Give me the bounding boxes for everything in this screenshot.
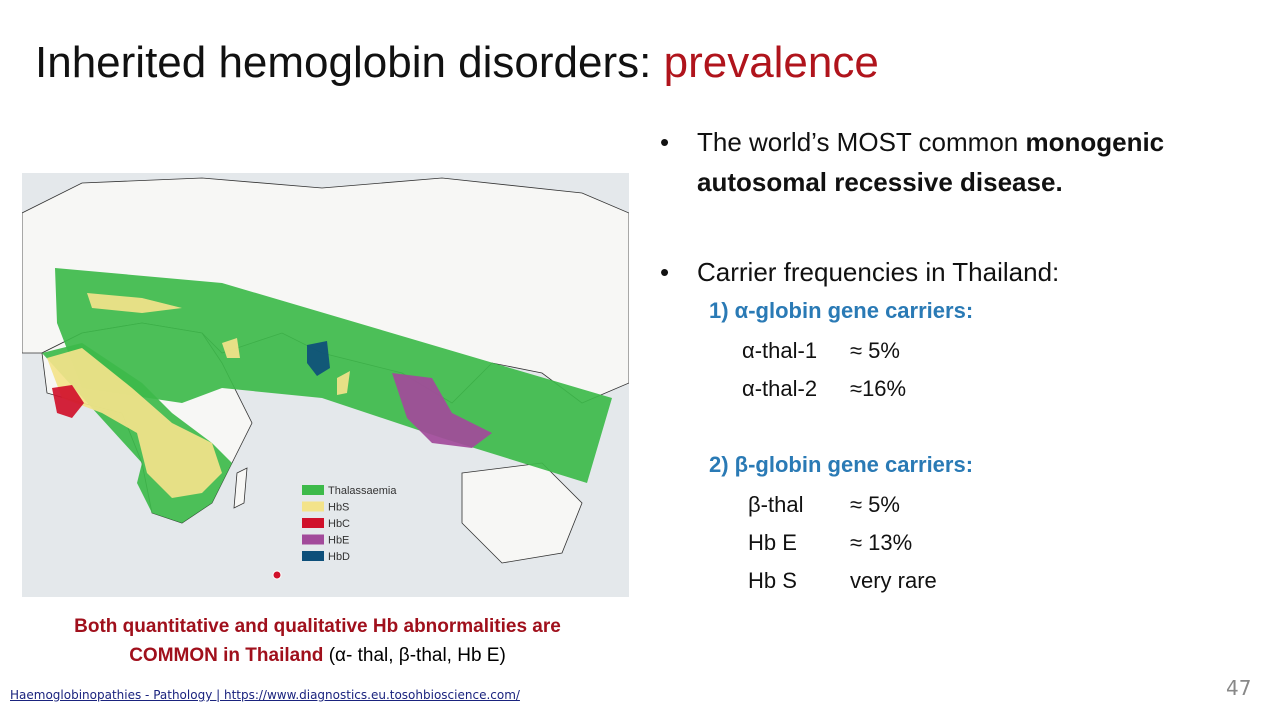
region: [307, 341, 330, 376]
slide-title: Inherited hemoglobin disorders: prevalen…: [35, 38, 879, 88]
map-legend: Thalassaemia HbS HbC HbE HbD: [302, 485, 397, 563]
bullet-text: The world’s MOST common monogenic autoso…: [697, 122, 1270, 202]
carrier-type: β-thal: [748, 492, 804, 517]
map: Thalassaemia HbS HbC HbE HbD: [22, 173, 629, 597]
bullet-text: Carrier frequencies in Thailand:: [697, 257, 1060, 287]
legend-label: Thalassaemia: [328, 485, 397, 497]
page-number: 47: [1226, 676, 1252, 700]
carrier-frequency: ≈ 13%: [850, 530, 913, 555]
region: [337, 371, 350, 395]
caption-bold: Both quantitative and qualitative Hb abn…: [74, 616, 561, 666]
caption-normal: (α- thal, β-thal, Hb E): [328, 645, 506, 666]
title-main: Inherited hemoglobin disorders:: [35, 38, 664, 87]
legend-swatch: [302, 485, 324, 495]
bullet: Carrier frequencies in Thailand:: [660, 252, 1270, 292]
pointer-dot: [272, 570, 282, 580]
legend-label: HbC: [328, 518, 350, 530]
source-link[interactable]: Haemoglobinopathies - Pathology | https:…: [10, 688, 520, 702]
group-heading: 2) β-globin gene carriers:: [709, 452, 974, 477]
carrier-frequency: very rare: [850, 568, 937, 593]
legend-label: HbS: [328, 502, 349, 514]
title-highlight: prevalence: [663, 38, 879, 87]
bullet: The world’s MOST common monogenic autoso…: [660, 122, 1270, 202]
legend-swatch: [302, 501, 324, 512]
legend-swatch: [302, 534, 324, 545]
region: [52, 385, 84, 418]
legend-label: HbE: [328, 535, 349, 547]
legend-swatch: [302, 551, 324, 561]
prevalence-regions: [42, 268, 612, 523]
region: [222, 338, 240, 358]
carrier-type: Hb E: [748, 530, 797, 555]
region: [47, 348, 222, 498]
carrier-type: α-thal-2: [742, 376, 818, 401]
madagascar: [233, 467, 248, 509]
carrier-type: Hb S: [748, 568, 797, 593]
bullet-bold: monogenic autosomal recessive disease.: [697, 127, 1165, 197]
group-heading: 1) α-globin gene carriers:: [709, 298, 974, 323]
region: [392, 373, 492, 448]
legend-label: HbD: [328, 551, 350, 563]
region: [87, 293, 182, 313]
carrier-frequency: ≈ 5%: [850, 338, 900, 363]
carrier-frequency: ≈ 5%: [850, 492, 900, 517]
carrier-type: α-thal-1: [742, 338, 818, 363]
legend-swatch: [302, 518, 324, 528]
carrier-frequency: ≈16%: [850, 376, 907, 401]
map-caption: Both quantitative and qualitative Hb abn…: [30, 612, 605, 670]
bullet-plain: The world’s MOST common: [697, 127, 1026, 157]
